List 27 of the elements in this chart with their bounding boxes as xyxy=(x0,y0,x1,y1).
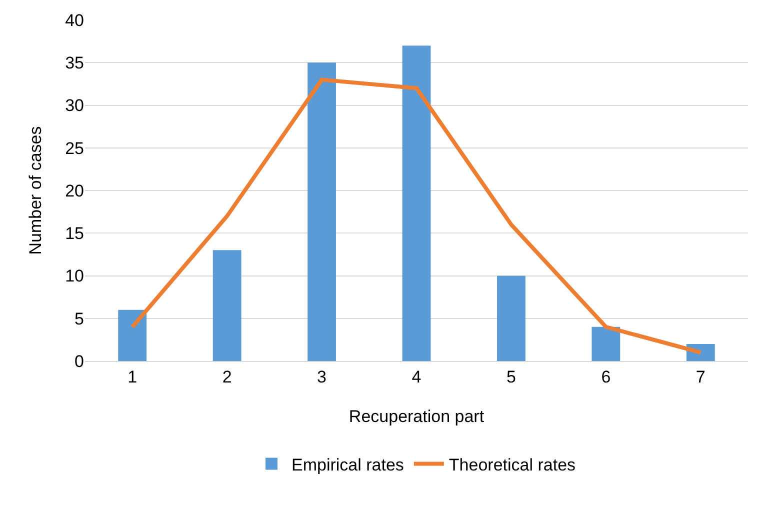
x-tick-label: 7 xyxy=(696,367,706,386)
y-tick-label: 0 xyxy=(74,352,84,371)
y-tick-label: 30 xyxy=(65,96,84,116)
x-tick-label: 2 xyxy=(222,367,232,386)
y-tick-label: 10 xyxy=(65,266,84,286)
y-tick-label: 25 xyxy=(65,138,84,158)
bar xyxy=(402,46,431,361)
x-axis-title: Recuperation part xyxy=(348,407,484,426)
y-tick-label: 5 xyxy=(74,309,84,328)
x-tick-label: 4 xyxy=(412,367,422,386)
x-tick-label: 1 xyxy=(128,367,138,386)
x-tick-label: 6 xyxy=(601,367,611,386)
bar xyxy=(592,326,620,361)
legend-label: Empirical rates xyxy=(292,455,404,474)
y-tick-label: 35 xyxy=(65,54,84,73)
bar xyxy=(118,310,147,361)
bar xyxy=(497,276,526,361)
line-series xyxy=(130,78,703,354)
bar xyxy=(212,250,242,361)
legend-label: Theoretical rates xyxy=(448,455,576,474)
y-tick-label: 15 xyxy=(65,224,84,244)
x-tick-label: 3 xyxy=(317,367,327,386)
bar xyxy=(308,62,336,361)
y-tick-label: 20 xyxy=(65,181,84,200)
y-axis-title: Number of cases xyxy=(26,126,45,255)
y-tick-label: 40 xyxy=(65,10,84,30)
x-tick-label: 5 xyxy=(506,367,516,386)
